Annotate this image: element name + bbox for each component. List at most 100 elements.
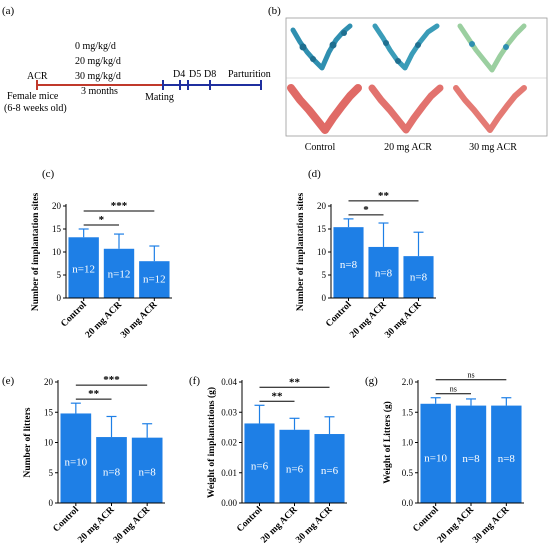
fresh-uterus-20mg	[368, 84, 444, 134]
category-label-0: Control	[59, 300, 89, 330]
duration-label: 3 months	[81, 86, 118, 97]
photo-label-control: Control	[305, 142, 336, 153]
n-label-2: n=12	[143, 274, 166, 286]
panel-label-d: (d)	[308, 168, 321, 180]
y-tick-label-3: 15	[317, 224, 327, 234]
n-label-1: n=8	[462, 453, 480, 465]
n-label-1: n=12	[108, 268, 131, 280]
chart-g: (g) Weight of Litters (g) n=10 n=8 n=8 0.0 0.5…	[365, 371, 524, 545]
fresh-uterus-control	[287, 84, 362, 134]
y-tick-label-0: 0.0	[402, 498, 414, 508]
bar-2	[131, 437, 163, 503]
n-label-2: n=8	[410, 271, 428, 283]
bar-0	[333, 227, 364, 298]
bar-0	[60, 413, 92, 503]
y-axis-label: Number of litters	[23, 407, 33, 477]
y-tick-label-0: 0.00	[221, 498, 237, 508]
day-label-d8: D8	[204, 69, 216, 80]
dose-label-0: 0 mg/kg/d	[75, 41, 116, 52]
n-label-0: n=10	[424, 452, 447, 464]
y-tick-label-4: 2.0	[402, 377, 414, 387]
n-label-2: n=8	[139, 467, 157, 479]
sig-label-0: **	[272, 390, 284, 402]
category-label-0: Control	[52, 505, 82, 535]
sig-label-1: **	[289, 376, 301, 388]
stained-uterus-20mg	[372, 23, 440, 71]
bar-2	[491, 405, 522, 503]
category-label-2: 30 mg ACR	[112, 505, 152, 545]
photo-panel: (b) Control 20 mg ACR 30 mg ACR	[268, 5, 548, 153]
bar-1	[455, 405, 487, 503]
dose-label-2: 30 mg/kg/d	[75, 71, 121, 82]
bar-0	[420, 403, 451, 503]
y-tick-label-2: 10	[317, 247, 327, 257]
n-label-0: n=6	[251, 461, 269, 473]
category-label-0: Control	[411, 505, 441, 535]
y-tick-label-4: 20	[317, 201, 327, 211]
day-label-d5: D5	[189, 69, 201, 80]
chart-c: (c) Number of implantation sites n=12 n=12 n…	[31, 168, 172, 340]
n-label-1: n=8	[375, 268, 393, 280]
subject-label: Female mice	[7, 91, 59, 102]
category-label-1: 20 mg ACR	[348, 300, 388, 340]
photo-label-20mg: 20 mg ACR	[384, 142, 432, 153]
y-tick-label-3: 15	[44, 407, 54, 417]
category-label-2: 30 mg ACR	[294, 505, 334, 545]
category-label-2: 30 mg ACR	[383, 300, 423, 340]
y-tick-label-3: 0.03	[221, 407, 237, 417]
sig-label-1: **	[378, 190, 390, 202]
bar-1	[279, 429, 310, 503]
y-tick-label-3: 1.5	[402, 407, 414, 417]
acr-label: ACR	[27, 71, 48, 82]
panel-label-b: (b)	[268, 5, 281, 17]
sig-label-0: ns	[450, 385, 457, 394]
bar-0	[68, 237, 99, 298]
bar-0	[244, 423, 275, 503]
y-tick-label-1: 5	[57, 270, 62, 280]
chart-f: (f) Weight of implantations (g) n=6 n=6 n=6 0…	[189, 375, 347, 545]
stained-uterus-30mg	[457, 23, 527, 73]
y-tick-label-1: 0.5	[402, 468, 414, 478]
parturition-label: Parturition	[228, 69, 271, 80]
panel-label-f: (f)	[189, 375, 200, 387]
category-label-2: 30 mg ACR	[119, 300, 159, 340]
n-label-2: n=8	[498, 453, 516, 465]
y-tick-label-0: 0	[49, 498, 54, 508]
category-label-0: Control	[235, 505, 265, 535]
sig-label-0: *	[99, 214, 105, 226]
n-label-0: n=10	[64, 456, 87, 468]
n-label-1: n=6	[286, 463, 304, 475]
y-tick-label-4: 0.04	[221, 377, 237, 387]
category-label-0: Control	[324, 300, 354, 330]
n-label-0: n=8	[340, 259, 358, 271]
y-axis-label: Number of implantation sites	[31, 193, 41, 312]
bar-2	[403, 256, 434, 298]
chart-e: (e) Number of litters n=10 n=8 n=8 0 5 10 15 20 Co…	[2, 374, 165, 545]
stained-uterus-control	[290, 23, 353, 71]
category-label-1: 20 mg ACR	[84, 300, 124, 340]
sig-label-1: ns	[467, 371, 474, 380]
panel-label-a: (a)	[2, 5, 15, 17]
y-tick-label-1: 5	[49, 468, 54, 478]
bar-2	[314, 434, 345, 503]
chart-d: (d) Number of implantation sites n=8 n=8 n=8…	[296, 168, 436, 340]
fresh-uterus-30mg	[453, 85, 527, 133]
y-tick-label-2: 1.0	[402, 438, 414, 448]
bar-1	[368, 246, 399, 298]
y-tick-label-2: 0.02	[221, 438, 237, 448]
sig-label-1: ***	[111, 200, 128, 212]
mating-label: Mating	[145, 92, 174, 103]
n-label-1: n=8	[103, 466, 121, 478]
n-label-0: n=12	[72, 263, 95, 275]
y-tick-label-2: 10	[52, 247, 62, 257]
y-tick-label-0: 0	[57, 293, 62, 303]
bar-2	[139, 261, 170, 298]
category-label-1: 20 mg ACR	[436, 505, 476, 545]
panel-label-e: (e)	[2, 375, 15, 387]
y-tick-label-4: 20	[52, 201, 62, 211]
y-tick-label-1: 0.01	[221, 468, 237, 478]
sig-label-0: *	[363, 204, 369, 216]
category-label-2: 30 mg ACR	[471, 505, 511, 545]
panel-label-c: (c)	[42, 168, 55, 180]
